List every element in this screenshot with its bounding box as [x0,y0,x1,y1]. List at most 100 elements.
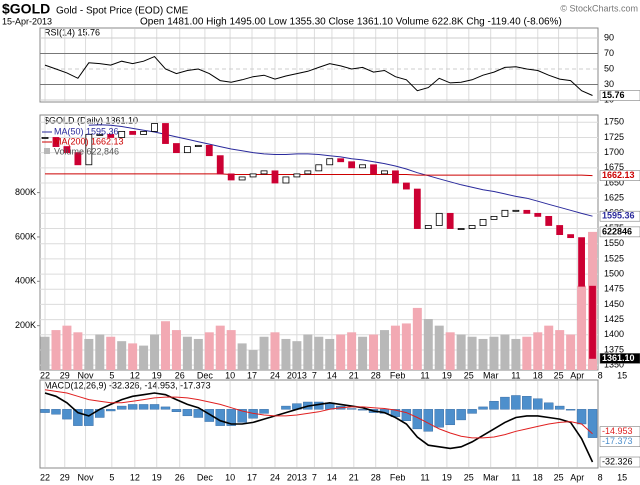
candle-body [490,215,498,220]
candle-body [381,170,388,175]
histogram-bar [478,406,488,410]
y-tick-label: 70 [604,48,614,58]
candle-body [151,123,158,132]
candle-body [118,130,126,138]
volume-bar [314,336,324,370]
volume-bar [379,330,389,370]
x-tick-label: 14 [327,370,337,380]
volume-bar [84,338,94,370]
x-tick-label: 25 [554,370,564,380]
x-tick-label: 21 [349,472,359,482]
x-tick-label: 8 [598,370,603,380]
volume-bar [215,325,225,370]
macd-title: MACD(12,26,9) -32.326, -14.953, -17.373 [44,380,211,390]
x-tick-label: 5 [109,472,114,482]
histogram-bar [565,409,576,411]
legend-swatch [44,148,50,154]
volume-bar [95,334,105,370]
volume-bar [270,332,280,370]
histogram-bar [51,409,61,415]
candle-body [63,146,71,154]
volume-bar [139,345,149,370]
y-tick-label: 1475 [604,284,624,294]
value-tag-box [599,456,640,468]
value-tag: 1595.36 [602,211,635,221]
candle-body [282,176,290,184]
rsi-line [44,55,593,96]
candle-body [249,173,257,178]
volume-bar [73,332,83,370]
candle-body [534,212,542,217]
candle-body [315,164,323,172]
x-tick-label: 19 [152,370,162,380]
candle-body [556,225,564,236]
volume-bar [467,336,477,370]
candle-body [523,209,531,214]
candle-body [402,182,410,190]
histogram-bar [62,409,72,420]
volume-bar [434,325,444,370]
volume-bar [117,341,127,370]
candle-body [337,158,345,163]
candle-body [501,209,509,217]
x-tick-label: 25 [464,472,474,482]
x-tick-label: 11 [511,472,520,482]
x-tick-label: 26 [175,472,185,482]
y-tick-label: 1550 [604,238,624,248]
value-tag-box [599,90,640,101]
candle-body [468,225,476,229]
volume-tick-label: 200K [15,320,36,330]
volume-bar [62,325,72,370]
x-tick-label: 11 [511,370,520,380]
histogram-bar [500,396,510,410]
candle-body [205,144,213,157]
value-tag-box [599,210,640,222]
histogram-bar [138,404,149,410]
y-tick-label: 1675 [604,162,624,172]
moving-average [45,173,593,177]
moving-average [88,124,593,217]
histogram-bar [412,409,423,430]
histogram-bar [456,409,466,421]
x-tick-label: 29 [60,472,70,482]
y-tick-label: 1500 [604,268,624,278]
volume-bar [390,325,400,370]
volume-bar [292,341,302,370]
y-tick-label: 1425 [604,314,624,324]
volume-bar [369,334,379,370]
x-tick-label: 7 [312,472,317,482]
histogram-bar [281,405,291,410]
histogram-bar [467,409,477,414]
y-tick-label: 1350 [604,360,624,370]
macd-panel [39,379,599,469]
candle-body [370,164,377,175]
x-tick-label: 25 [464,370,474,380]
candle-body [446,212,454,229]
histogram-bar [346,408,357,410]
x-tick-label: Mar [483,370,499,380]
histogram-bar [215,409,225,426]
histogram-bar [259,409,269,414]
date: 15-Apr-2013 [2,16,52,26]
x-tick-label: Nov [78,472,95,482]
volume-bar [423,319,433,370]
volume-bar [533,332,543,370]
volume-bar [193,338,203,370]
volume-bar [566,334,576,370]
x-tick-label: 22 [40,370,50,380]
histogram-bar [40,409,50,413]
candle-body [74,152,82,166]
value-tag: 1662.13 [602,170,635,180]
value-tag: -32.326 [602,456,633,466]
y-tick-label: 1750 [604,117,624,127]
volume-bar [171,330,181,370]
candle-body [183,146,191,154]
histogram-bar [489,400,499,410]
histogram-bar [576,409,587,425]
x-tick-label: 19 [152,472,162,482]
candle-body [129,130,137,135]
histogram-bar [237,409,247,423]
histogram-bar [149,404,160,410]
